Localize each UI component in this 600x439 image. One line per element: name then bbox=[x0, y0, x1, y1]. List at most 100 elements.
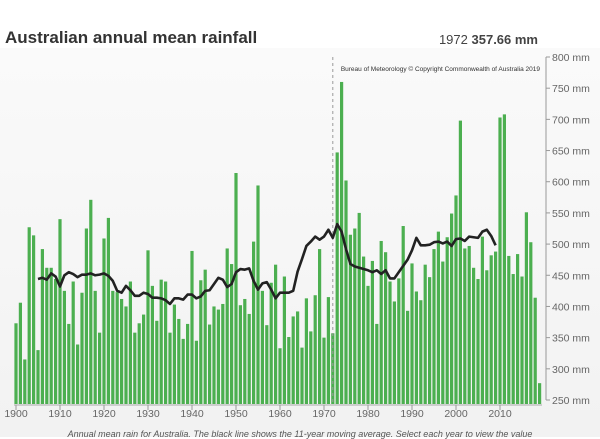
bar-1962[interactable] bbox=[287, 337, 291, 404]
bar-1998[interactable] bbox=[445, 237, 449, 404]
bar-1958[interactable] bbox=[269, 282, 273, 404]
bar-1911[interactable] bbox=[62, 290, 66, 404]
bar-1910[interactable] bbox=[58, 219, 62, 404]
bar-2015[interactable] bbox=[520, 276, 524, 404]
bar-1924[interactable] bbox=[120, 298, 124, 404]
bar-1923[interactable] bbox=[115, 292, 119, 404]
bar-1905[interactable] bbox=[36, 350, 40, 404]
bar-1945[interactable] bbox=[212, 306, 216, 404]
bar-1934[interactable] bbox=[164, 281, 168, 404]
bar-1928[interactable] bbox=[137, 323, 141, 404]
bar-2016[interactable] bbox=[524, 212, 528, 404]
bar-1965[interactable] bbox=[300, 347, 304, 404]
bar-1985[interactable] bbox=[388, 281, 392, 404]
bar-1964[interactable] bbox=[296, 311, 300, 404]
bar-1918[interactable] bbox=[93, 290, 97, 404]
bar-1901[interactable] bbox=[18, 302, 22, 404]
bar-1994[interactable] bbox=[428, 277, 432, 404]
bar-1955[interactable] bbox=[256, 185, 260, 404]
bar-1920[interactable] bbox=[102, 238, 106, 404]
bar-1913[interactable] bbox=[71, 281, 75, 404]
bar-1950[interactable] bbox=[234, 173, 238, 404]
bar-1992[interactable] bbox=[419, 300, 423, 404]
bar-1937[interactable] bbox=[177, 318, 181, 404]
bar-1902[interactable] bbox=[23, 359, 27, 404]
bar-1988[interactable] bbox=[401, 226, 405, 404]
bar-2008[interactable] bbox=[489, 255, 493, 404]
bar-1979[interactable] bbox=[362, 256, 366, 404]
bar-1949[interactable] bbox=[230, 264, 234, 404]
bar-1948[interactable] bbox=[225, 248, 229, 404]
bar-2004[interactable] bbox=[472, 267, 476, 404]
bar-1925[interactable] bbox=[124, 306, 128, 404]
bar-1971[interactable] bbox=[326, 297, 330, 404]
bar-2005[interactable] bbox=[476, 279, 480, 404]
bar-1973[interactable] bbox=[335, 152, 339, 404]
bar-1963[interactable] bbox=[291, 316, 295, 404]
bar-1939[interactable] bbox=[186, 323, 190, 404]
bar-1933[interactable] bbox=[159, 279, 163, 404]
bar-1944[interactable] bbox=[208, 324, 212, 404]
bar-1927[interactable] bbox=[133, 332, 137, 404]
bar-1904[interactable] bbox=[32, 235, 36, 404]
bar-1999[interactable] bbox=[450, 213, 454, 404]
bar-1942[interactable] bbox=[199, 280, 203, 404]
bar-1981[interactable] bbox=[370, 260, 374, 404]
bar-1947[interactable] bbox=[221, 303, 225, 404]
bar-1967[interactable] bbox=[309, 331, 313, 404]
bar-1968[interactable] bbox=[313, 295, 317, 404]
bar-1952[interactable] bbox=[243, 298, 247, 404]
bar-1991[interactable] bbox=[414, 291, 418, 404]
bar-1908[interactable] bbox=[49, 267, 53, 404]
bar-2000[interactable] bbox=[454, 195, 458, 404]
bar-1935[interactable] bbox=[168, 332, 172, 404]
bar-1975[interactable] bbox=[344, 180, 348, 404]
bar-2002[interactable] bbox=[463, 248, 467, 404]
bar-1953[interactable] bbox=[247, 313, 251, 404]
bar-1929[interactable] bbox=[142, 314, 146, 404]
bar-1987[interactable] bbox=[397, 278, 401, 404]
bar-1943[interactable] bbox=[203, 269, 207, 404]
bar-2011[interactable] bbox=[502, 114, 506, 405]
bar-1970[interactable] bbox=[322, 337, 326, 404]
bar-1993[interactable] bbox=[423, 264, 427, 404]
bar-2012[interactable] bbox=[507, 255, 511, 404]
bar-1983[interactable] bbox=[379, 240, 383, 404]
bar-2017[interactable] bbox=[529, 242, 533, 404]
bar-1997[interactable] bbox=[441, 261, 445, 404]
bar-1954[interactable] bbox=[252, 241, 256, 404]
bar-2006[interactable] bbox=[480, 236, 484, 404]
bar-1989[interactable] bbox=[406, 310, 410, 404]
bar-1969[interactable] bbox=[318, 249, 322, 404]
bar-1990[interactable] bbox=[410, 263, 414, 404]
bar-1959[interactable] bbox=[274, 264, 278, 404]
bar-1903[interactable] bbox=[27, 227, 31, 404]
bar-2001[interactable] bbox=[458, 120, 462, 405]
bar-1938[interactable] bbox=[181, 338, 185, 404]
bar-1907[interactable] bbox=[45, 267, 49, 404]
bar-1912[interactable] bbox=[67, 323, 71, 404]
bar-1977[interactable] bbox=[353, 228, 357, 405]
bar-1926[interactable] bbox=[128, 281, 132, 404]
bar-1922[interactable] bbox=[111, 290, 115, 404]
bar-1940[interactable] bbox=[190, 250, 194, 404]
bar-1966[interactable] bbox=[304, 298, 308, 404]
bar-1957[interactable] bbox=[265, 325, 269, 404]
bar-1931[interactable] bbox=[150, 285, 154, 404]
bar-1960[interactable] bbox=[278, 348, 282, 404]
bar-1900[interactable] bbox=[14, 323, 18, 404]
bar-1956[interactable] bbox=[260, 290, 264, 404]
bar-1914[interactable] bbox=[76, 344, 80, 405]
bar-1961[interactable] bbox=[282, 276, 286, 404]
bar-1915[interactable] bbox=[80, 292, 84, 404]
bar-1980[interactable] bbox=[366, 285, 370, 404]
bar-2019[interactable] bbox=[538, 383, 542, 404]
bar-1972[interactable] bbox=[331, 333, 335, 404]
bar-1921[interactable] bbox=[106, 217, 110, 404]
bar-1930[interactable] bbox=[146, 250, 150, 404]
bar-1951[interactable] bbox=[238, 305, 242, 404]
bar-1919[interactable] bbox=[98, 332, 102, 404]
bar-1984[interactable] bbox=[384, 252, 388, 404]
bar-1906[interactable] bbox=[40, 249, 44, 404]
bar-1982[interactable] bbox=[375, 323, 379, 404]
